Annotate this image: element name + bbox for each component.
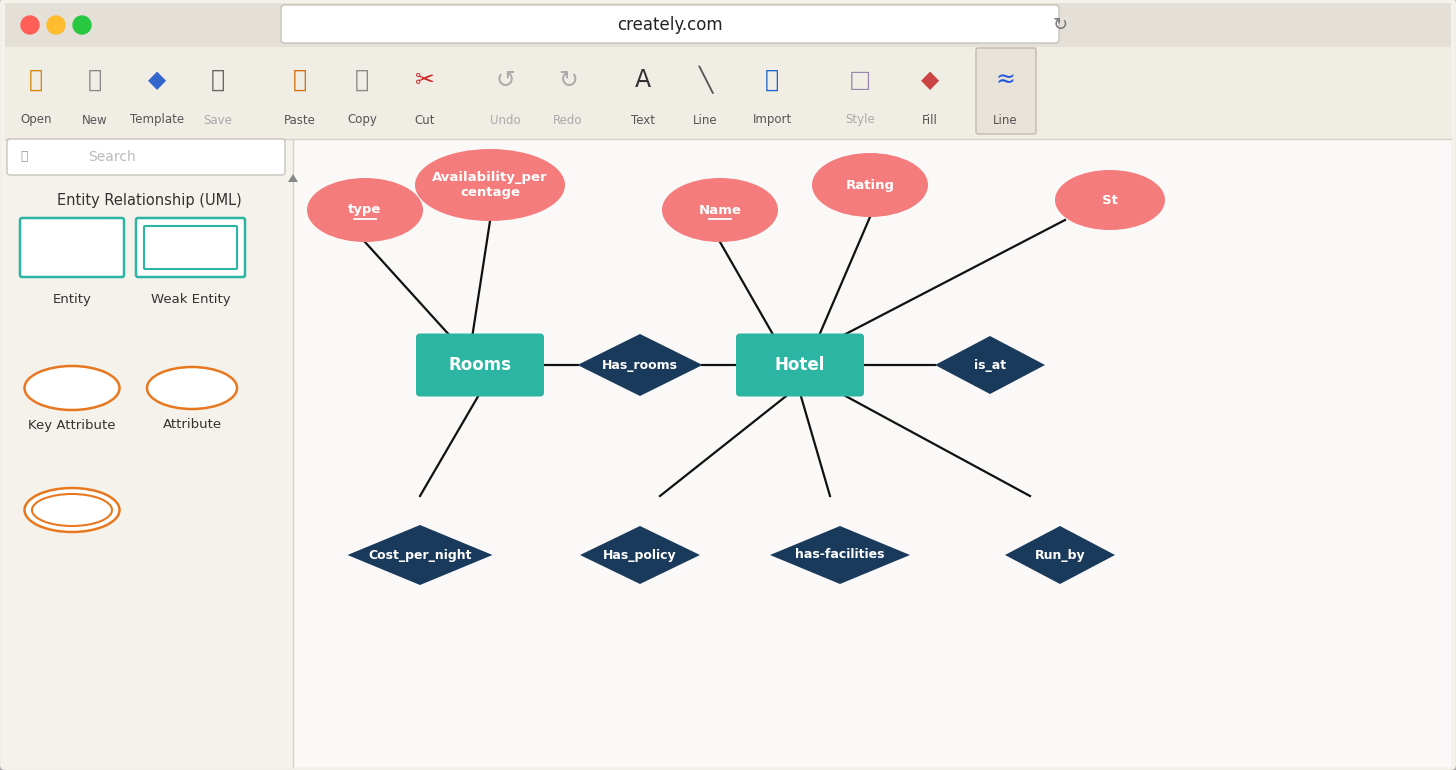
Text: Style: Style: [844, 113, 875, 126]
Text: Line: Line: [693, 113, 718, 126]
Text: Search: Search: [87, 150, 135, 164]
Text: New: New: [82, 113, 108, 126]
Text: Run_by: Run_by: [1035, 548, 1085, 561]
FancyBboxPatch shape: [293, 139, 1452, 767]
Polygon shape: [1005, 526, 1115, 584]
Text: Has_rooms: Has_rooms: [601, 359, 678, 371]
Text: Import: Import: [753, 113, 792, 126]
Text: Copy: Copy: [347, 113, 377, 126]
Text: ↺: ↺: [495, 68, 515, 92]
Ellipse shape: [812, 153, 927, 217]
Text: 📄: 📄: [355, 68, 368, 92]
Text: Redo: Redo: [553, 113, 582, 126]
Text: Template: Template: [130, 113, 183, 126]
Text: Entity: Entity: [52, 293, 92, 306]
Text: Paste: Paste: [284, 113, 316, 126]
Text: Open: Open: [20, 113, 52, 126]
FancyBboxPatch shape: [735, 333, 863, 397]
Text: 🖼: 🖼: [764, 68, 779, 92]
Ellipse shape: [415, 149, 565, 221]
Text: Weak Entity: Weak Entity: [151, 293, 232, 306]
Text: type: type: [348, 203, 381, 216]
Text: creately.com: creately.com: [617, 16, 722, 34]
FancyBboxPatch shape: [20, 218, 124, 277]
FancyBboxPatch shape: [144, 226, 237, 269]
Text: Availability_per: Availability_per: [432, 171, 547, 184]
Text: Rooms: Rooms: [448, 356, 511, 374]
Text: ◆: ◆: [149, 68, 166, 92]
Ellipse shape: [25, 488, 119, 532]
FancyBboxPatch shape: [4, 47, 1452, 139]
Circle shape: [47, 16, 66, 34]
Polygon shape: [579, 526, 700, 584]
Circle shape: [73, 16, 90, 34]
FancyBboxPatch shape: [416, 333, 545, 397]
Text: □: □: [849, 68, 871, 92]
Ellipse shape: [662, 178, 778, 242]
Text: A: A: [635, 68, 651, 92]
Text: 💾: 💾: [211, 68, 226, 92]
Text: Rating: Rating: [846, 179, 894, 192]
Text: ↻: ↻: [558, 68, 578, 92]
Text: 📋: 📋: [293, 68, 307, 92]
Text: 🔍: 🔍: [20, 150, 28, 163]
FancyBboxPatch shape: [7, 139, 285, 175]
Text: Save: Save: [204, 113, 233, 126]
Polygon shape: [578, 334, 702, 396]
Text: Fill: Fill: [922, 113, 938, 126]
Text: Entity Relationship (UML): Entity Relationship (UML): [57, 192, 242, 207]
Text: ◆: ◆: [922, 68, 939, 92]
Text: Cost_per_night: Cost_per_night: [368, 548, 472, 561]
Text: Has_policy: Has_policy: [603, 548, 677, 561]
FancyBboxPatch shape: [135, 218, 245, 277]
Ellipse shape: [1056, 170, 1165, 230]
Text: Cut: Cut: [415, 113, 435, 126]
Text: Name: Name: [699, 203, 741, 216]
Text: is_at: is_at: [974, 359, 1006, 371]
Text: Key Attribute: Key Attribute: [28, 419, 115, 431]
Text: St: St: [1102, 193, 1118, 206]
Circle shape: [20, 16, 39, 34]
Text: Line: Line: [993, 113, 1018, 126]
Polygon shape: [935, 336, 1045, 394]
Polygon shape: [348, 525, 492, 585]
FancyBboxPatch shape: [976, 48, 1037, 134]
Text: 📄: 📄: [87, 68, 102, 92]
Text: has-facilities: has-facilities: [795, 548, 885, 561]
Text: ✂: ✂: [415, 68, 435, 92]
Text: Undo: Undo: [489, 113, 520, 126]
Text: ╲: ╲: [697, 66, 712, 94]
Text: Attribute: Attribute: [163, 419, 221, 431]
Text: Text: Text: [630, 113, 655, 126]
FancyBboxPatch shape: [4, 3, 1452, 47]
Ellipse shape: [147, 367, 237, 409]
Ellipse shape: [25, 366, 119, 410]
FancyBboxPatch shape: [4, 139, 293, 767]
FancyBboxPatch shape: [281, 5, 1059, 43]
Polygon shape: [288, 174, 298, 182]
Text: ↻: ↻: [1053, 16, 1067, 34]
Text: ≈: ≈: [994, 68, 1015, 92]
Polygon shape: [770, 526, 910, 584]
Text: Hotel: Hotel: [775, 356, 826, 374]
Ellipse shape: [307, 178, 424, 242]
Ellipse shape: [32, 494, 112, 526]
Text: centage: centage: [460, 186, 520, 199]
Text: 📁: 📁: [29, 68, 44, 92]
